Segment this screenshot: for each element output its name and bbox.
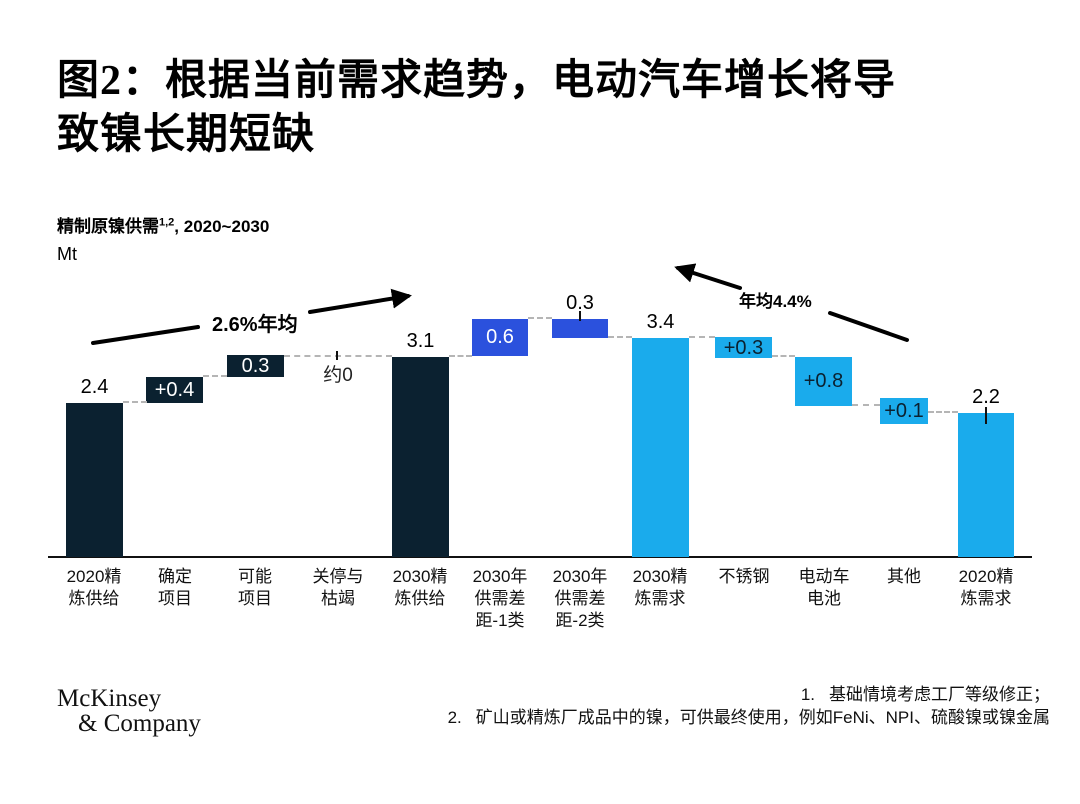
bar-label-0: 2.4 — [80, 376, 109, 398]
bar-label-5: 0.6 — [486, 326, 514, 348]
tick-2 — [985, 407, 987, 424]
bar-label-7: 3.4 — [646, 311, 675, 333]
footnote-1: 1. 基础情境考虑工厂等级修正； — [290, 683, 1050, 706]
connector-7 — [772, 355, 795, 357]
footnotes: 1. 基础情境考虑工厂等级修正； 2. 矿山或精炼厂成品中的镍，可供最终使用，例如F… — [290, 683, 1050, 729]
bar-7 — [632, 338, 689, 557]
tick-1 — [579, 311, 581, 321]
connector-1 — [203, 375, 227, 377]
bar-label-11: 2.2 — [972, 386, 1000, 408]
category-label-0: 2020精 炼供给 — [66, 567, 122, 608]
bar-label-3: 约0 — [323, 365, 353, 386]
tick-0 — [336, 351, 338, 360]
footnote-1-text: 基础情境考虑工厂等级修正； — [829, 685, 1050, 704]
supply-cagr-annotation: 2.6%年均 — [212, 314, 298, 336]
bar-label-8: +0.3 — [723, 336, 764, 359]
chart-subtitle-text: 精制原镍供需 — [57, 217, 159, 236]
unit-label: Mt — [57, 244, 77, 264]
bar-4 — [392, 357, 449, 557]
category-label-1: 确定 项目 — [158, 567, 192, 608]
footnote-1-number: 1. — [800, 685, 815, 704]
bar-label-10: +0.1 — [884, 400, 924, 422]
category-label-10: 其他 — [887, 567, 921, 586]
chart-subtitle-range: , 2020~2030 — [174, 217, 270, 236]
connector-2 — [284, 355, 392, 357]
connector-3 — [449, 355, 472, 357]
connector-5 — [608, 336, 632, 338]
logo-line1: McKinsey — [57, 685, 162, 712]
chart-subtitle: 精制原镍供需1,2, 2020~2030 — [57, 212, 269, 237]
bar-label-6: 0.3 — [566, 292, 594, 314]
chart-subtitle-superscript: 1,2 — [159, 216, 175, 229]
x-axis-line — [48, 556, 1032, 558]
connector-8 — [852, 404, 880, 406]
category-label-5: 2030年 供需差 距-1类 — [472, 567, 528, 630]
demand-cagr-annotation: 年均4.4% — [739, 292, 812, 311]
logo-line2: & Company — [78, 710, 201, 737]
bar-label-9: +0.8 — [803, 370, 844, 392]
footnote-2: 2. 矿山或精炼厂成品中的镍，可供最终使用，例如FeNi、NPI、硫酸镍或镍金属 — [290, 706, 1050, 729]
bar-label-2: 0.3 — [241, 355, 270, 377]
connector-6 — [689, 336, 715, 338]
footnote-2-number: 2. — [447, 708, 462, 727]
bar-6 — [552, 319, 608, 338]
category-label-7: 2030精 炼需求 — [632, 567, 688, 608]
category-label-2: 可能 项目 — [238, 567, 272, 608]
page-title-line2: 致镍长期短缺 — [57, 112, 316, 158]
footnote-2-text: 矿山或精炼厂成品中的镍，可供最终使用，例如FeNi、NPI、硫酸镍或镍金属 — [475, 708, 1050, 727]
page-title: 图2：根据当前需求趋势，电动汽车增长将导 致镍长期短缺 — [57, 54, 1047, 162]
bar-10 — [880, 398, 928, 424]
bar-9 — [795, 357, 852, 406]
category-label-3: 关停与 枯竭 — [312, 567, 364, 608]
category-label-11: 2020精 炼需求 — [958, 567, 1014, 608]
bar-label-1: +0.4 — [154, 379, 195, 401]
bar-5 — [472, 319, 528, 356]
bar-11 — [958, 413, 1014, 557]
page-title-line1: 图2：根据当前需求趋势，电动汽车增长将导 — [57, 58, 897, 104]
category-label-8: 不锈钢 — [718, 567, 770, 586]
category-label-4: 2030精 炼供给 — [392, 567, 448, 608]
category-label-9: 电动车 电池 — [798, 567, 850, 608]
bar-1 — [146, 377, 203, 403]
bar-8 — [715, 337, 772, 358]
category-label-6: 2030年 供需差 距-2类 — [552, 567, 608, 630]
connector-0 — [123, 401, 147, 403]
connector-9 — [928, 411, 958, 413]
connector-4 — [528, 317, 552, 319]
bar-2 — [227, 355, 284, 377]
mckinsey-logo: McKinsey & Company — [57, 686, 201, 736]
bar-0 — [66, 403, 123, 557]
bar-label-4: 3.1 — [406, 330, 435, 352]
